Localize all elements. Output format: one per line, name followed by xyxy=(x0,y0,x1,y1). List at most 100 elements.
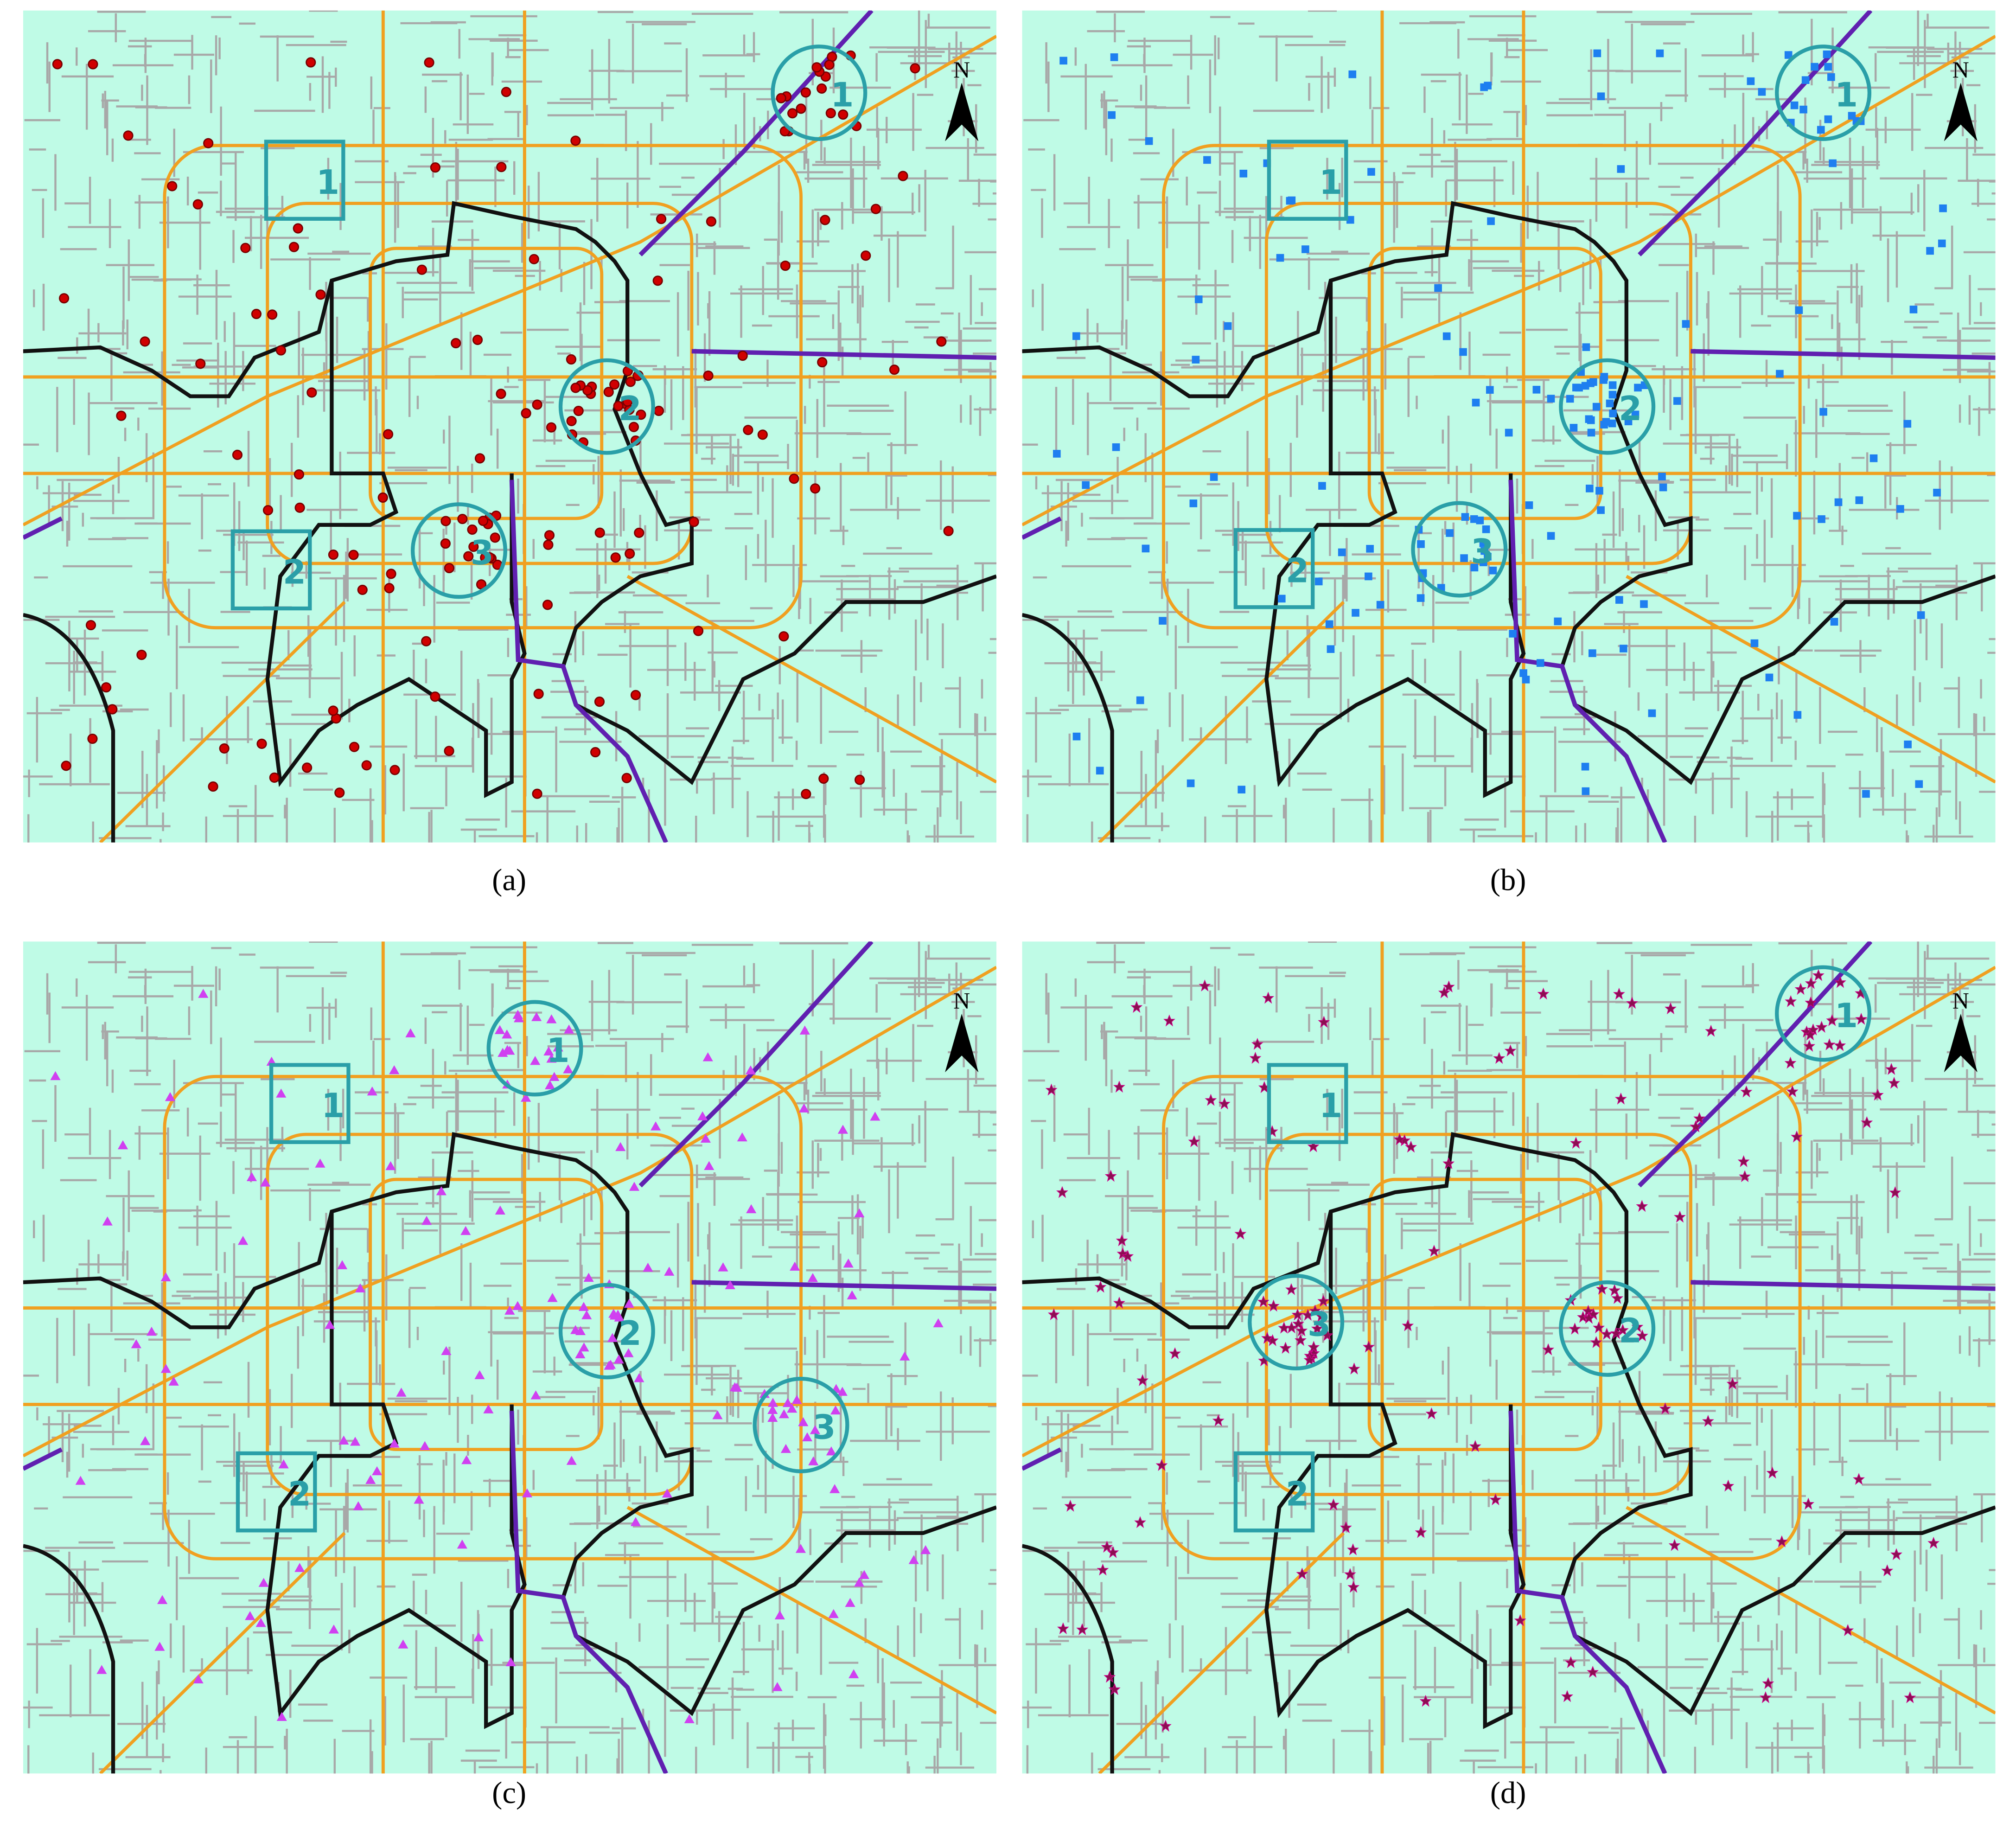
point xyxy=(1904,1691,1916,1703)
point xyxy=(1613,987,1625,1000)
point xyxy=(1522,676,1530,684)
point xyxy=(1608,1284,1621,1296)
point xyxy=(306,57,316,68)
point xyxy=(609,379,620,390)
point xyxy=(767,1413,778,1422)
point xyxy=(1582,343,1590,351)
point xyxy=(847,1290,857,1299)
point xyxy=(1915,780,1923,788)
point xyxy=(1889,1186,1901,1198)
north-label: N xyxy=(953,57,970,83)
point xyxy=(549,1072,560,1081)
point xyxy=(700,1133,711,1143)
area-label: 1 xyxy=(1319,1087,1342,1126)
point xyxy=(1376,601,1384,609)
point xyxy=(1205,1094,1217,1106)
point xyxy=(293,469,304,480)
point xyxy=(306,387,317,398)
caption: (d) xyxy=(1490,1776,1526,1810)
point xyxy=(1238,786,1246,793)
point xyxy=(1587,416,1595,424)
point xyxy=(546,1014,557,1023)
point xyxy=(1726,1377,1739,1390)
point xyxy=(1812,969,1825,981)
point xyxy=(1363,1340,1375,1353)
point xyxy=(1766,1466,1779,1479)
point xyxy=(1909,306,1918,313)
point xyxy=(1053,450,1061,458)
point xyxy=(1569,1322,1581,1335)
point xyxy=(767,1398,778,1407)
point xyxy=(570,135,581,146)
point xyxy=(1110,53,1118,61)
caption: (c) xyxy=(492,1776,526,1810)
point xyxy=(628,422,639,432)
point xyxy=(1285,1283,1297,1295)
point xyxy=(245,1611,255,1620)
cluster-label: 2 xyxy=(619,390,642,428)
point xyxy=(1827,73,1835,81)
point xyxy=(1291,1308,1304,1321)
point xyxy=(476,579,487,590)
point xyxy=(1442,980,1455,993)
point xyxy=(664,1266,675,1276)
point xyxy=(1476,516,1484,524)
point xyxy=(255,1618,266,1627)
point xyxy=(1108,111,1116,119)
point xyxy=(1705,1024,1717,1037)
point xyxy=(85,620,96,631)
point xyxy=(702,1052,713,1062)
point xyxy=(920,1545,931,1554)
point xyxy=(1505,428,1513,437)
cluster-circle xyxy=(1559,358,1656,455)
point xyxy=(1631,410,1640,419)
point xyxy=(1188,1135,1200,1147)
point xyxy=(1279,1342,1292,1354)
point xyxy=(1295,1324,1308,1337)
point xyxy=(1348,70,1357,78)
cluster-circle xyxy=(753,1376,849,1473)
point xyxy=(444,746,454,756)
cluster-label: 2 xyxy=(619,1314,642,1353)
point xyxy=(854,1577,865,1587)
point xyxy=(1308,1341,1320,1353)
point xyxy=(1602,418,1610,426)
point xyxy=(737,1132,747,1142)
point xyxy=(405,1028,416,1037)
point xyxy=(745,1065,756,1074)
point xyxy=(328,1624,339,1634)
point xyxy=(237,1235,249,1245)
point xyxy=(276,1088,287,1098)
point xyxy=(543,1046,554,1055)
point xyxy=(1187,779,1195,787)
point xyxy=(1785,995,1797,1007)
map-panel: 1 2 3 1 2 N xyxy=(1022,11,2016,895)
point xyxy=(1634,384,1642,392)
point xyxy=(1057,1622,1069,1635)
point xyxy=(1338,548,1346,556)
point xyxy=(474,453,485,464)
point xyxy=(1790,101,1799,109)
point xyxy=(613,401,624,411)
point xyxy=(829,1484,840,1493)
cluster-label: 1 xyxy=(1835,997,1858,1036)
point xyxy=(778,1409,789,1419)
point xyxy=(718,1262,728,1272)
point xyxy=(889,365,900,375)
point xyxy=(1786,1085,1799,1097)
point xyxy=(1082,481,1090,489)
point xyxy=(870,1112,880,1121)
point xyxy=(630,1517,641,1526)
point xyxy=(1525,501,1533,509)
point xyxy=(490,532,500,543)
point xyxy=(444,563,454,574)
point xyxy=(1626,997,1638,1009)
cluster-label: 1 xyxy=(546,1031,569,1070)
point xyxy=(772,1682,783,1691)
point xyxy=(662,1489,673,1498)
point xyxy=(1805,996,1817,1009)
point xyxy=(1592,403,1601,411)
point xyxy=(1405,1140,1417,1153)
point xyxy=(1834,498,1843,506)
